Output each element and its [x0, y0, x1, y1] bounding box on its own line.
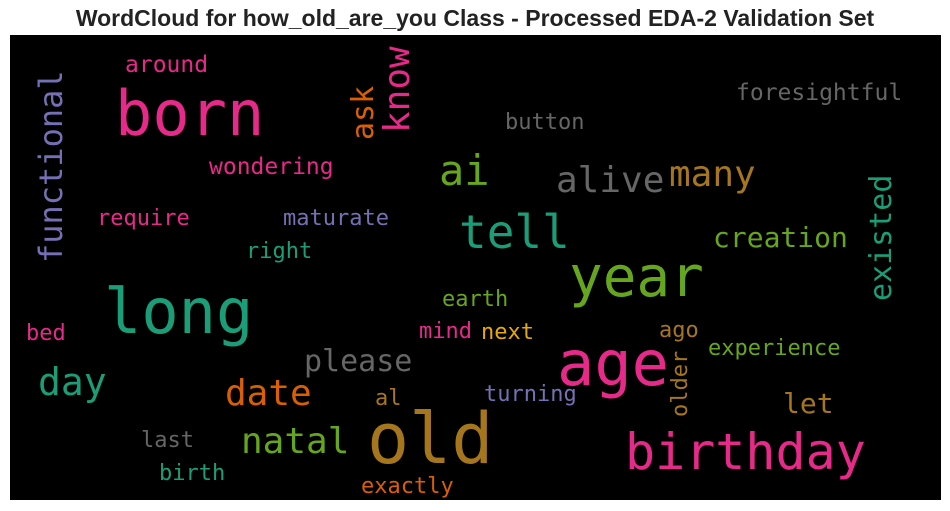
word-natal: natal [241, 421, 350, 462]
word-right: right [246, 239, 313, 264]
word-existed: existed [864, 174, 899, 301]
word-birth: birth [159, 461, 226, 486]
word-exactly: exactly [361, 474, 454, 499]
word-last: last [141, 428, 194, 453]
word-long: long [104, 275, 254, 348]
word-please: please [304, 344, 413, 379]
word-maturate: maturate [283, 206, 389, 231]
word-age: age [557, 327, 669, 400]
word-around: around [125, 52, 209, 78]
word-cloud: born around functional ask know button f… [10, 35, 941, 500]
word-many: many [669, 154, 756, 195]
word-al: al [375, 386, 402, 411]
word-older: older [668, 350, 693, 417]
word-know: know [377, 46, 418, 133]
word-ago: ago [659, 318, 699, 343]
word-turning: turning [484, 382, 577, 407]
word-birthday: birthday [625, 423, 866, 481]
word-year: year [569, 245, 704, 310]
word-foresightful: foresightful [736, 80, 903, 106]
word-date: date [225, 373, 312, 414]
word-functional: functional [32, 70, 70, 263]
word-let: let [783, 387, 834, 420]
word-born: born [115, 77, 265, 150]
word-experience: experience [708, 336, 841, 361]
word-alive: alive [556, 160, 665, 201]
word-bed: bed [26, 321, 66, 346]
word-require: require [97, 206, 190, 231]
word-wondering: wondering [209, 154, 334, 180]
word-ask: ask [346, 85, 381, 140]
word-creation: creation [713, 221, 848, 254]
word-button: button [505, 110, 585, 135]
word-ai: ai [439, 146, 490, 195]
word-tell: tell [459, 205, 570, 259]
word-old: old [367, 398, 494, 480]
word-day: day [38, 360, 107, 404]
word-earth: earth [442, 287, 509, 312]
page-title: WordCloud for how_old_are_you Class - Pr… [75, 5, 875, 31]
word-mind: mind [419, 319, 472, 344]
word-next: next [481, 320, 534, 345]
